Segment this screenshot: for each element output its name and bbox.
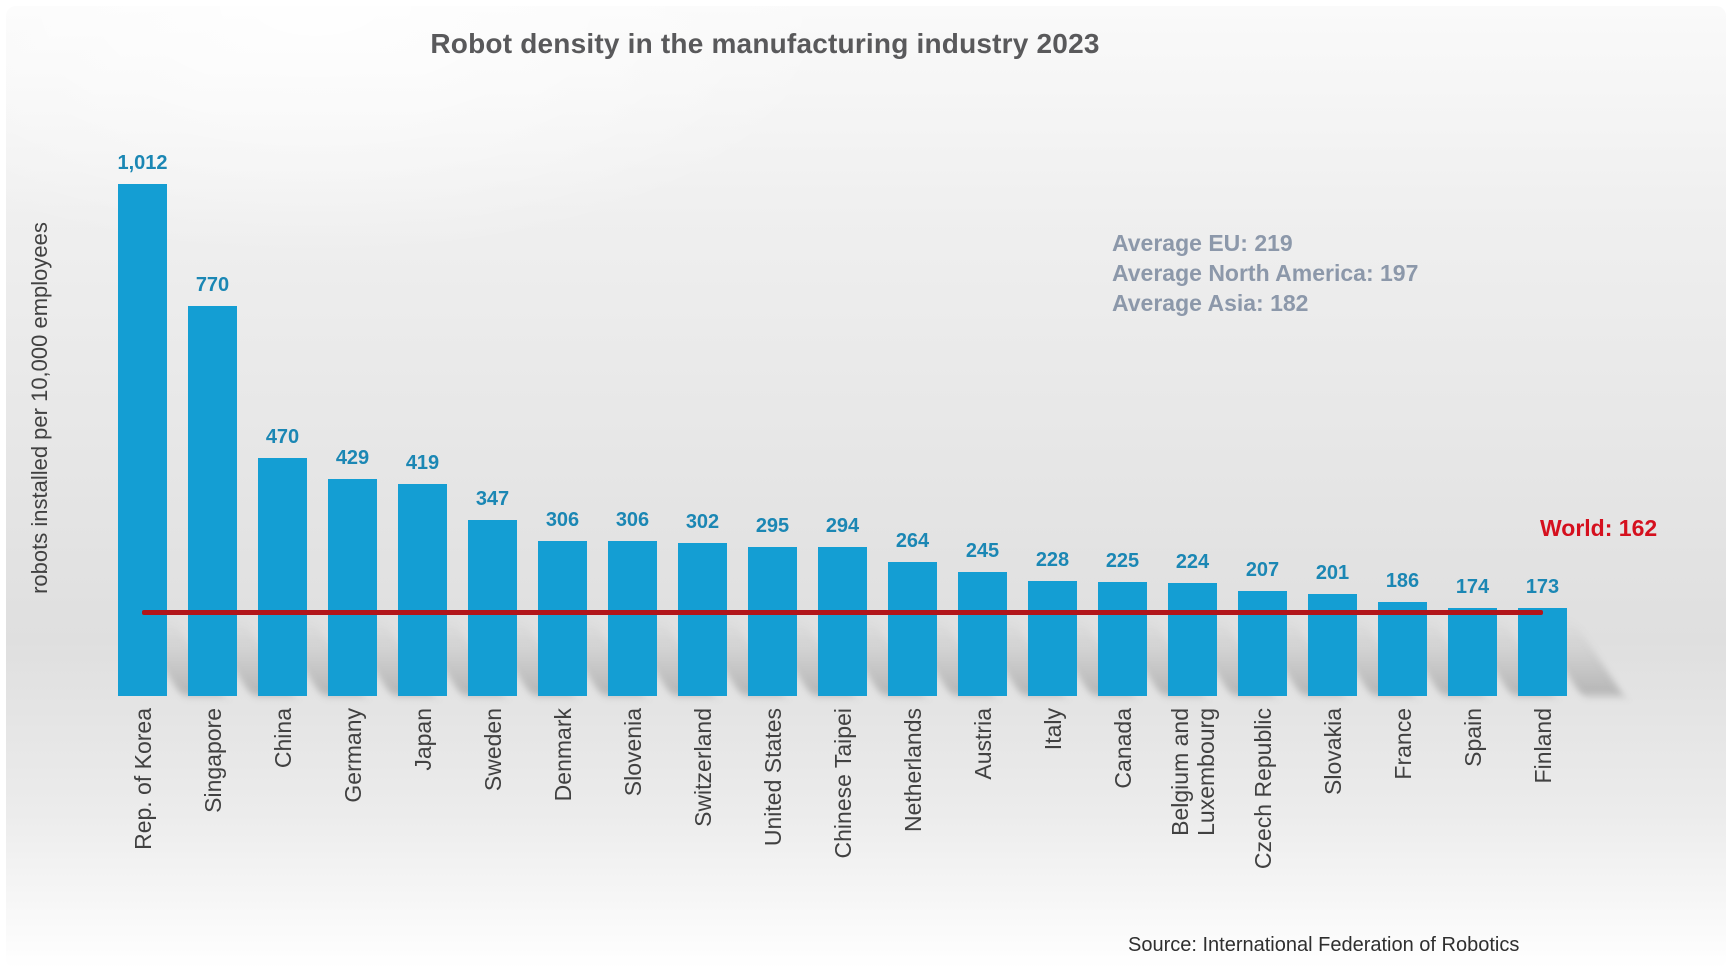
chart-title: Robot density in the manufacturing indus…	[430, 28, 1100, 59]
bar-slovenia	[608, 541, 657, 696]
world-reference-line	[142, 610, 1543, 615]
bar-value-label: 174	[1455, 576, 1490, 598]
bar-value-label: 306	[545, 509, 580, 531]
x-axis-label: Belgium and Luxembourg	[1166, 708, 1219, 836]
bar-value-label: 770	[195, 274, 230, 296]
x-axis-label: Sweden	[479, 708, 506, 792]
bar-value-label: 1,012	[117, 152, 168, 174]
bar-value-label: 295	[755, 515, 790, 537]
bar-value-label: 173	[1525, 576, 1560, 598]
bar-sweden	[468, 520, 517, 696]
bar-value-label: 225	[1105, 550, 1140, 572]
bar-value-label: 207	[1245, 559, 1280, 581]
x-axis-label: Japan	[409, 708, 436, 771]
x-axis-label: Denmark	[549, 708, 576, 802]
x-axis-label: Finland	[1529, 708, 1556, 784]
bar-value-label: 224	[1175, 551, 1210, 573]
bar-italy	[1028, 581, 1077, 696]
x-axis-label: Austria	[969, 708, 996, 780]
x-axis-label: Slovenia	[619, 708, 646, 797]
annotation-average-asia: Average Asia: 182	[1112, 290, 1309, 316]
bar-value-label: 201	[1315, 562, 1350, 584]
bar-chinese-taipei	[818, 547, 867, 696]
bar-value-label: 302	[685, 511, 720, 533]
averages-annotation-block: Average EU: 219 Average North America: 1…	[1112, 228, 1418, 318]
bar-netherlands	[888, 562, 937, 696]
bar-value-label: 347	[475, 488, 510, 510]
x-axis-label: Chinese Taipei	[829, 708, 856, 859]
bar-switzerland	[678, 543, 727, 696]
bar-spain	[1448, 608, 1497, 696]
x-axis-label: Switzerland	[689, 708, 716, 827]
x-axis-label: France	[1389, 708, 1416, 780]
bar-value-label: 294	[825, 515, 860, 537]
world-reference-label: World: 162	[1540, 515, 1658, 541]
bar-value-label: 228	[1035, 549, 1070, 571]
bar-germany	[328, 479, 377, 696]
bar-canada	[1098, 582, 1147, 696]
y-axis-label: robots installed per 10,000 employees	[27, 222, 52, 594]
bar-value-label: 429	[335, 447, 370, 469]
x-axis-label: Rep. of Korea	[129, 708, 156, 850]
x-axis-label: Czech Republic	[1249, 708, 1276, 870]
annotation-average-eu: Average EU: 219	[1112, 230, 1293, 256]
x-axis-label: Italy	[1039, 708, 1066, 751]
bar-value-label: 470	[265, 426, 300, 448]
x-axis-label: Slovakia	[1319, 708, 1346, 795]
x-axis-label: Netherlands	[899, 708, 926, 833]
bar-denmark	[538, 541, 587, 696]
x-axis-label: Spain	[1459, 708, 1486, 767]
bar-value-label: 419	[405, 452, 440, 474]
x-axis-label: Singapore	[199, 708, 226, 813]
bar-value-label: 306	[615, 509, 650, 531]
x-axis-label: Germany	[339, 708, 366, 803]
bar-united-states	[748, 547, 797, 696]
bar-czech-republic	[1238, 591, 1287, 696]
x-axis-label: China	[269, 708, 296, 769]
annotation-average-north-america: Average North America: 197	[1112, 260, 1419, 286]
bar-japan	[398, 484, 447, 696]
bar-value-label: 186	[1385, 570, 1420, 592]
bar-value-label: 245	[965, 540, 1000, 562]
bar-belgium-and-luxembourg	[1168, 583, 1217, 696]
bar-rep-of-korea	[118, 184, 167, 696]
bar-france	[1378, 602, 1427, 696]
bar-value-label: 264	[895, 530, 930, 552]
bar-austria	[958, 572, 1007, 696]
bar-finland	[1518, 608, 1567, 696]
x-axis-label: Canada	[1109, 708, 1136, 789]
source-attribution: Source: International Federation of Robo…	[1128, 934, 1520, 956]
bar-china	[258, 458, 307, 696]
bar-singapore	[188, 306, 237, 696]
x-axis-label: United States	[759, 708, 786, 847]
